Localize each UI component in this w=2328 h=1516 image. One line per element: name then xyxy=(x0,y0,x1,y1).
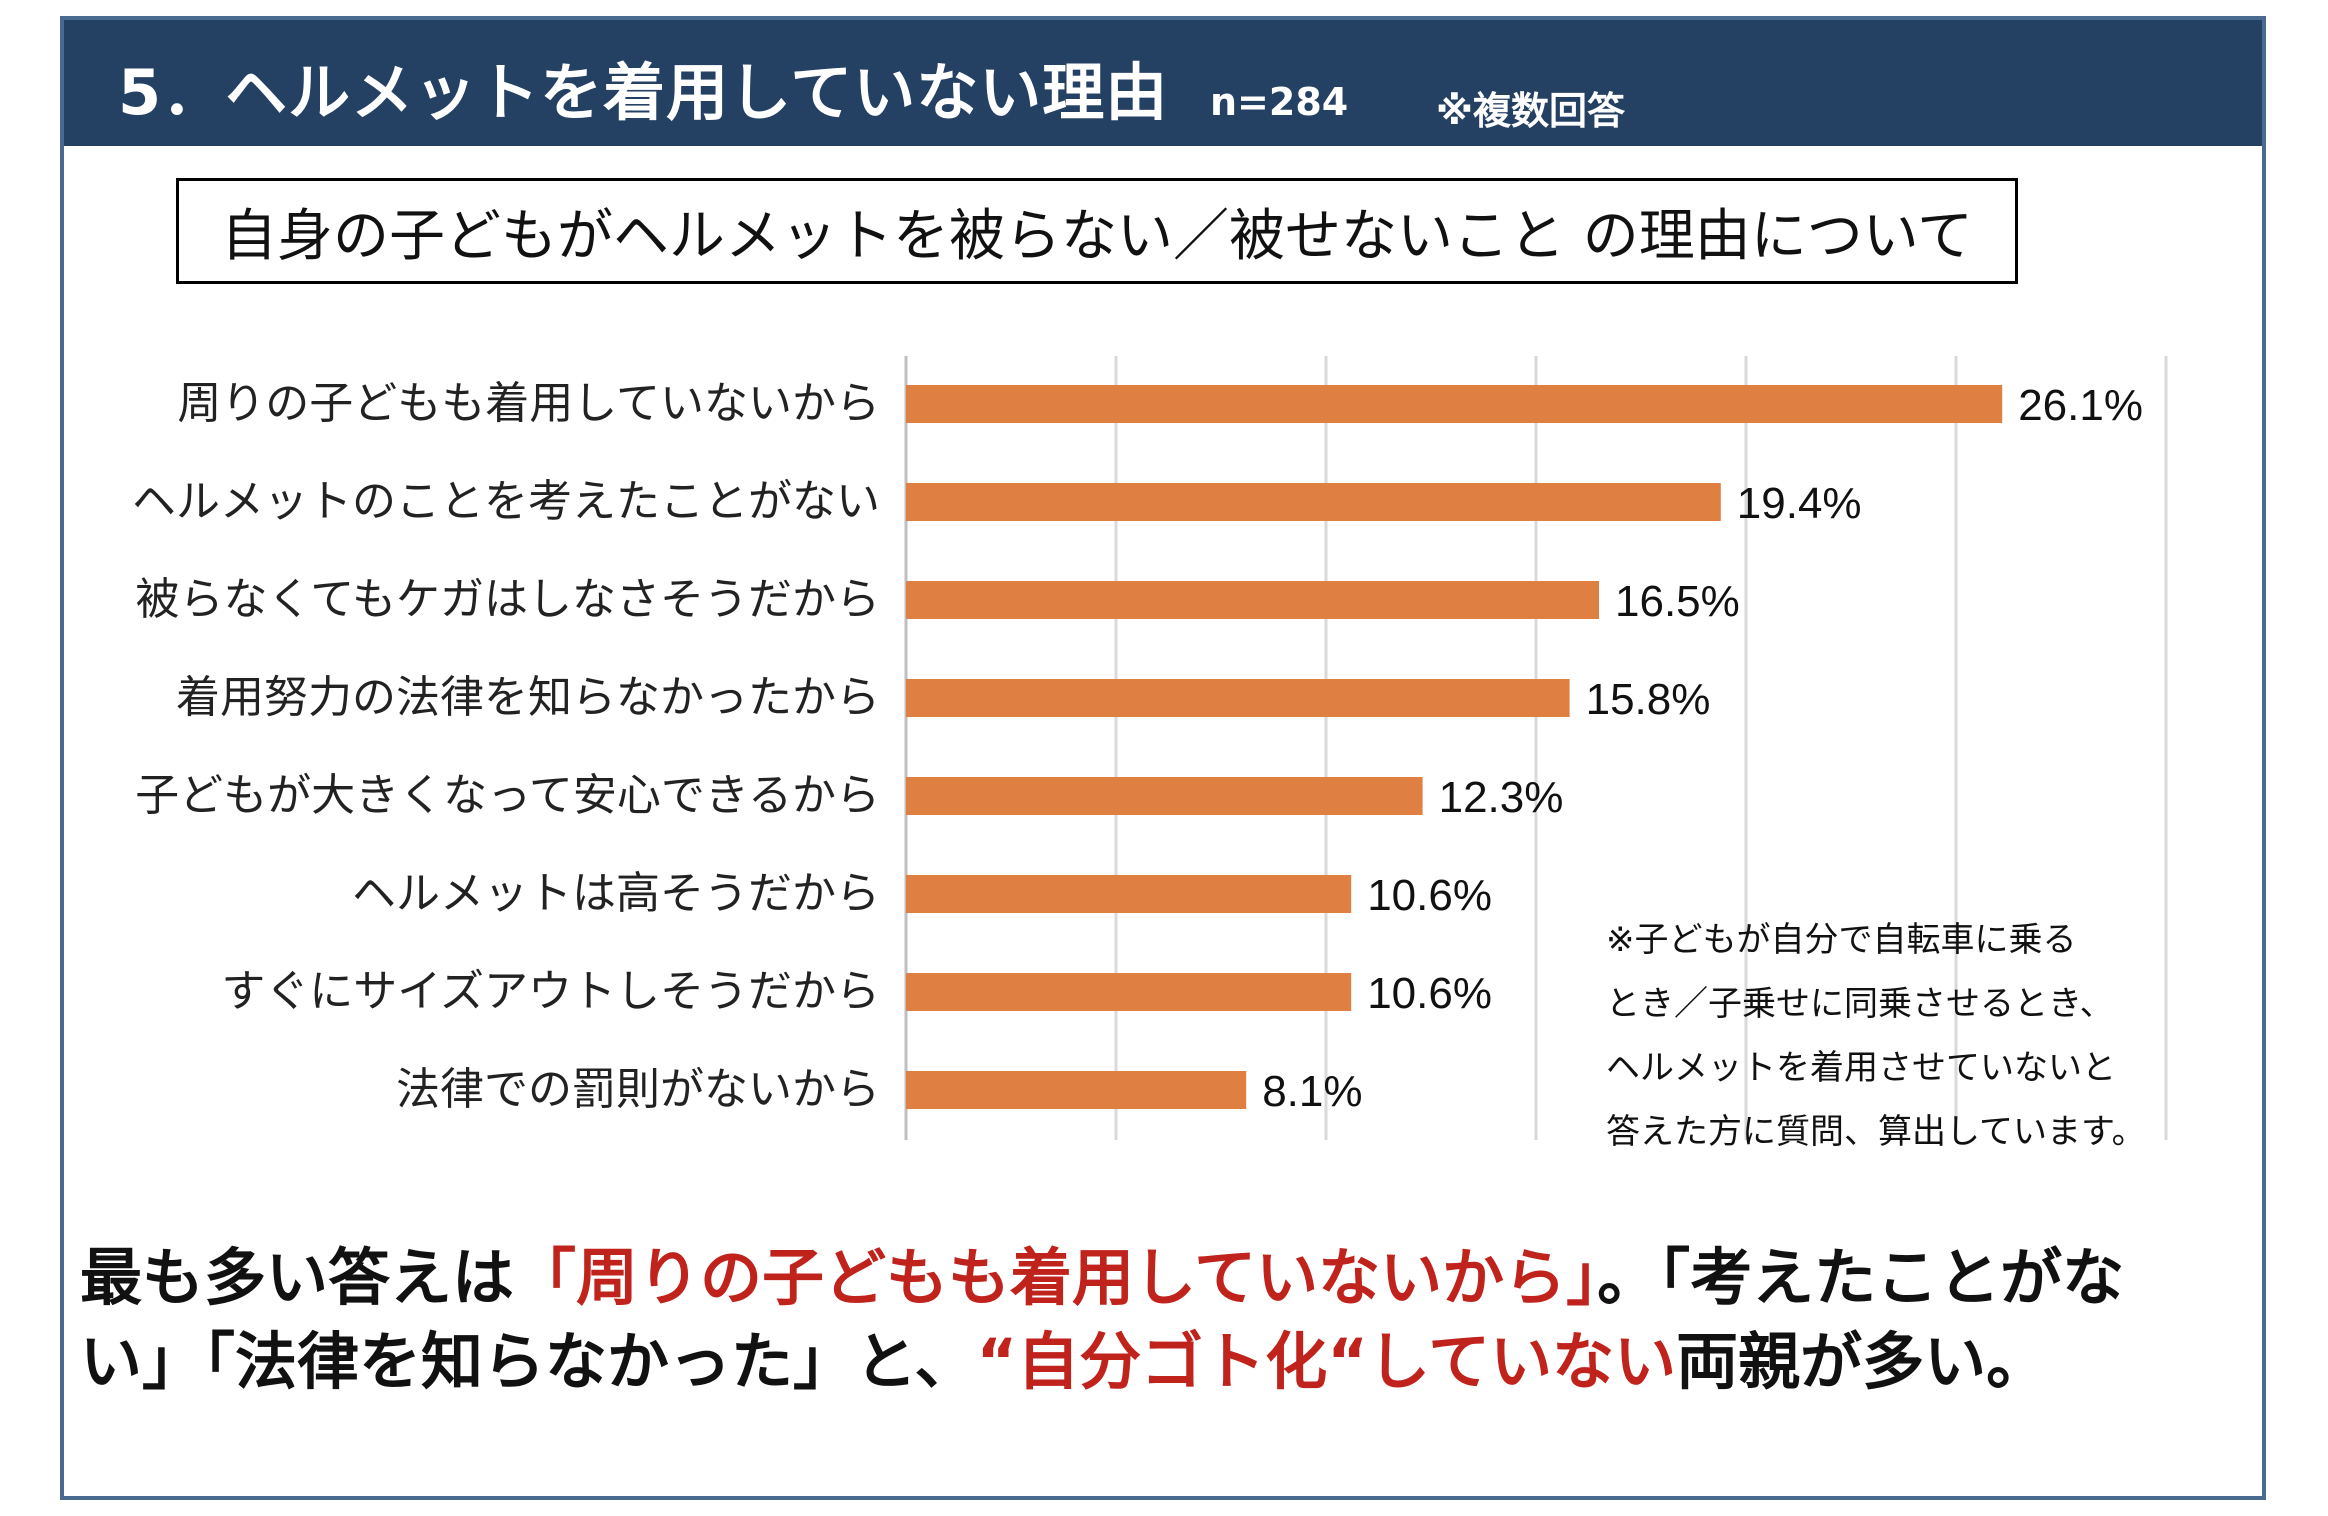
chart-title-box: 自身の子どもがヘルメットを被らない／被せないこと の理由について xyxy=(176,178,2018,284)
conclusion-part2: 。「考えたことがない」「法律を知らなかった」と、 xyxy=(80,1241,2125,1398)
header-bar: 5．ヘルメットを着用していない理由 n=284 ※複数回答 xyxy=(64,20,2262,146)
data-label: 16.5% xyxy=(1615,577,1740,626)
data-label: 10.6% xyxy=(1367,871,1492,920)
chart-footnote-line: とき／子乗せに同乗させるとき、 xyxy=(1606,984,2114,1024)
conclusion-text: 最も多い答えは「周りの子どもも着用していないから」。「考えたことがない」「法律を… xyxy=(80,1236,2140,1404)
slide-title: 5．ヘルメットを着用していない理由 xyxy=(118,56,1169,129)
category-label: ヘルメットのことを考えたことがない xyxy=(132,476,880,527)
conclusion-part3: 両親が多い。 xyxy=(1676,1325,2049,1398)
multiple-answer-note: ※複数回答 xyxy=(1436,89,1625,133)
category-label: 着用努力の法律を知らなかったから xyxy=(176,672,880,723)
bar xyxy=(906,679,1570,717)
sample-size: n=284 xyxy=(1210,80,1349,124)
data-label: 10.6% xyxy=(1367,969,1492,1018)
category-label: ヘルメットは高そうだから xyxy=(352,868,880,919)
conclusion-highlight1: 「周りの子どもも着用していないから」 xyxy=(514,1241,1598,1314)
bar xyxy=(906,385,2003,423)
category-label: 被らなくてもケガはしなさそうだから xyxy=(136,574,880,625)
chart-title: 自身の子どもがヘルメットを被らない／被せないこと の理由について xyxy=(220,203,1974,269)
data-label: 15.8% xyxy=(1586,675,1711,724)
category-label: 周りの子どもも着用していないから xyxy=(177,378,880,429)
bar xyxy=(906,581,1599,619)
data-label: 26.1% xyxy=(2018,381,2143,430)
data-label: 8.1% xyxy=(1262,1067,1362,1116)
data-label: 19.4% xyxy=(1737,479,1862,528)
chart-footnote: ※子どもが自分で自転車に乗る とき／子乗せに同乗させるとき、 ヘルメットを着用さ… xyxy=(1606,908,2146,1164)
conclusion-part1: 最も多い答えは xyxy=(80,1241,515,1314)
category-label: 子どもが大きくなって安心できるから xyxy=(135,770,880,821)
category-label: 法律での罰則がないから xyxy=(396,1064,880,1115)
slide-frame: 5．ヘルメットを着用していない理由 n=284 ※複数回答 xyxy=(60,16,2266,1500)
chart-footnote-line: ヘルメットを着用させていないと xyxy=(1606,1048,2116,1088)
chart-footnote-line: 答えた方に質問、算出しています。 xyxy=(1606,1112,2146,1152)
bar xyxy=(906,875,1352,913)
conclusion-highlight2: “自分ゴト化“していない xyxy=(976,1325,1677,1398)
data-label: 12.3% xyxy=(1439,773,1564,822)
bar xyxy=(906,1071,1247,1109)
bar xyxy=(906,973,1352,1011)
bar xyxy=(906,483,1721,521)
chart-footnote-line: ※子どもが自分で自転車に乗る xyxy=(1606,920,2077,960)
bar xyxy=(906,777,1423,815)
category-label: すぐにサイズアウトしそうだから xyxy=(221,966,880,1017)
